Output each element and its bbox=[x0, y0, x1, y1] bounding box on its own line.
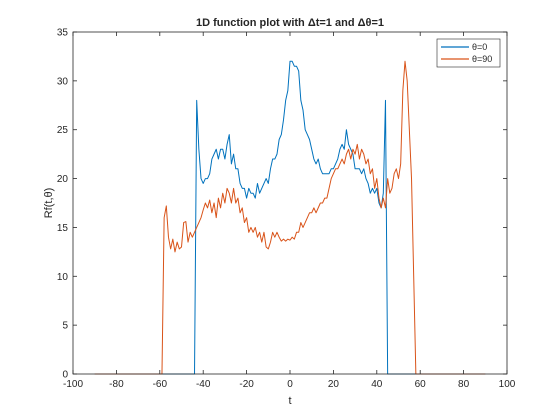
x-tick-label: -60 bbox=[153, 379, 168, 390]
x-tick-label: 80 bbox=[458, 379, 470, 390]
legend-box bbox=[436, 38, 501, 68]
x-tick-label: -80 bbox=[109, 379, 124, 390]
series-layer bbox=[94, 60, 486, 375]
legend-label-theta-0: θ=0 bbox=[472, 42, 487, 52]
x-tick-label: 60 bbox=[415, 379, 427, 390]
x-tick-label: -20 bbox=[239, 379, 254, 390]
y-tick-label: 25 bbox=[57, 125, 69, 136]
chart-title: 1D function plot with Δt=1 and Δθ=1 bbox=[196, 17, 384, 29]
y-axis: 0 5 10 15 20 25 30 35 bbox=[57, 28, 507, 381]
x-tick-label: 40 bbox=[371, 379, 383, 390]
series-line-0 bbox=[94, 60, 486, 375]
legend-label-theta-90: θ=90 bbox=[472, 54, 492, 64]
y-tick-label: 35 bbox=[57, 28, 69, 39]
x-tick-label: -40 bbox=[196, 379, 211, 390]
y-tick-label: 15 bbox=[57, 223, 69, 234]
x-tick-label: 100 bbox=[499, 379, 516, 390]
series-line-1 bbox=[94, 60, 486, 375]
y-tick-label: 10 bbox=[57, 272, 69, 283]
x-tick-label: 0 bbox=[287, 379, 293, 390]
legend: θ=0 θ=90 bbox=[436, 38, 501, 68]
plot-area bbox=[73, 32, 507, 374]
y-axis-label: Rf(t,θ) bbox=[43, 188, 55, 219]
y-tick-label: 5 bbox=[62, 321, 68, 332]
x-tick-label: -100 bbox=[63, 379, 83, 390]
y-tick-label: 20 bbox=[57, 174, 69, 185]
y-tick-label: 0 bbox=[62, 370, 68, 381]
x-axis: -100 -80 -60 -40 -20 0 20 40 60 80 100 bbox=[63, 32, 516, 390]
x-tick-label: 20 bbox=[328, 379, 340, 390]
y-tick-label: 30 bbox=[57, 76, 69, 87]
x-axis-label: t bbox=[288, 395, 291, 407]
